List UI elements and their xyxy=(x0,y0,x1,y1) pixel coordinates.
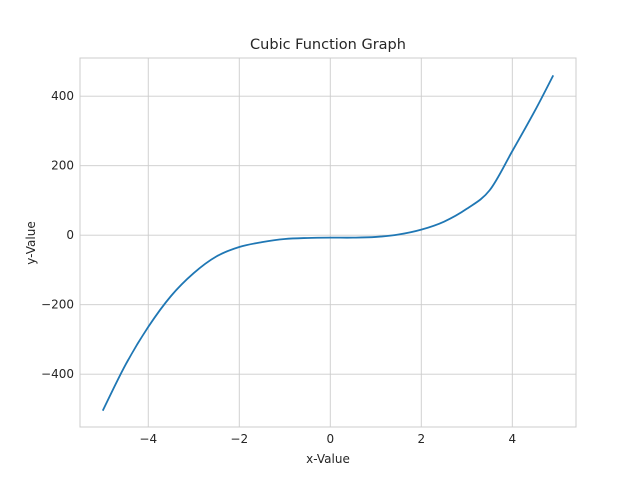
x-axis-label: x-Value xyxy=(306,452,350,466)
y-tick-label: 0 xyxy=(66,228,74,242)
grid-lines xyxy=(80,58,576,427)
x-tick-label: 4 xyxy=(508,432,516,446)
x-tick-label: 2 xyxy=(417,432,425,446)
series-layer xyxy=(101,74,555,412)
y-tick-labels: −400 −200 0 200 400 xyxy=(41,89,74,381)
y-tick-label: −400 xyxy=(41,367,74,381)
x-tick-label: −2 xyxy=(230,432,248,446)
x-tick-labels: −4 −2 0 2 4 xyxy=(139,432,516,446)
x-tick-label: −4 xyxy=(139,432,157,446)
y-tick-label: −200 xyxy=(41,298,74,312)
x-tick-label: 0 xyxy=(326,432,334,446)
chart-title: Cubic Function Graph xyxy=(250,37,406,53)
y-tick-label: 400 xyxy=(51,89,74,103)
y-tick-label: 200 xyxy=(51,159,74,173)
plot-frame xyxy=(79,57,577,428)
cubic-series-line xyxy=(101,74,555,412)
y-axis-label: y-Value xyxy=(24,221,38,264)
